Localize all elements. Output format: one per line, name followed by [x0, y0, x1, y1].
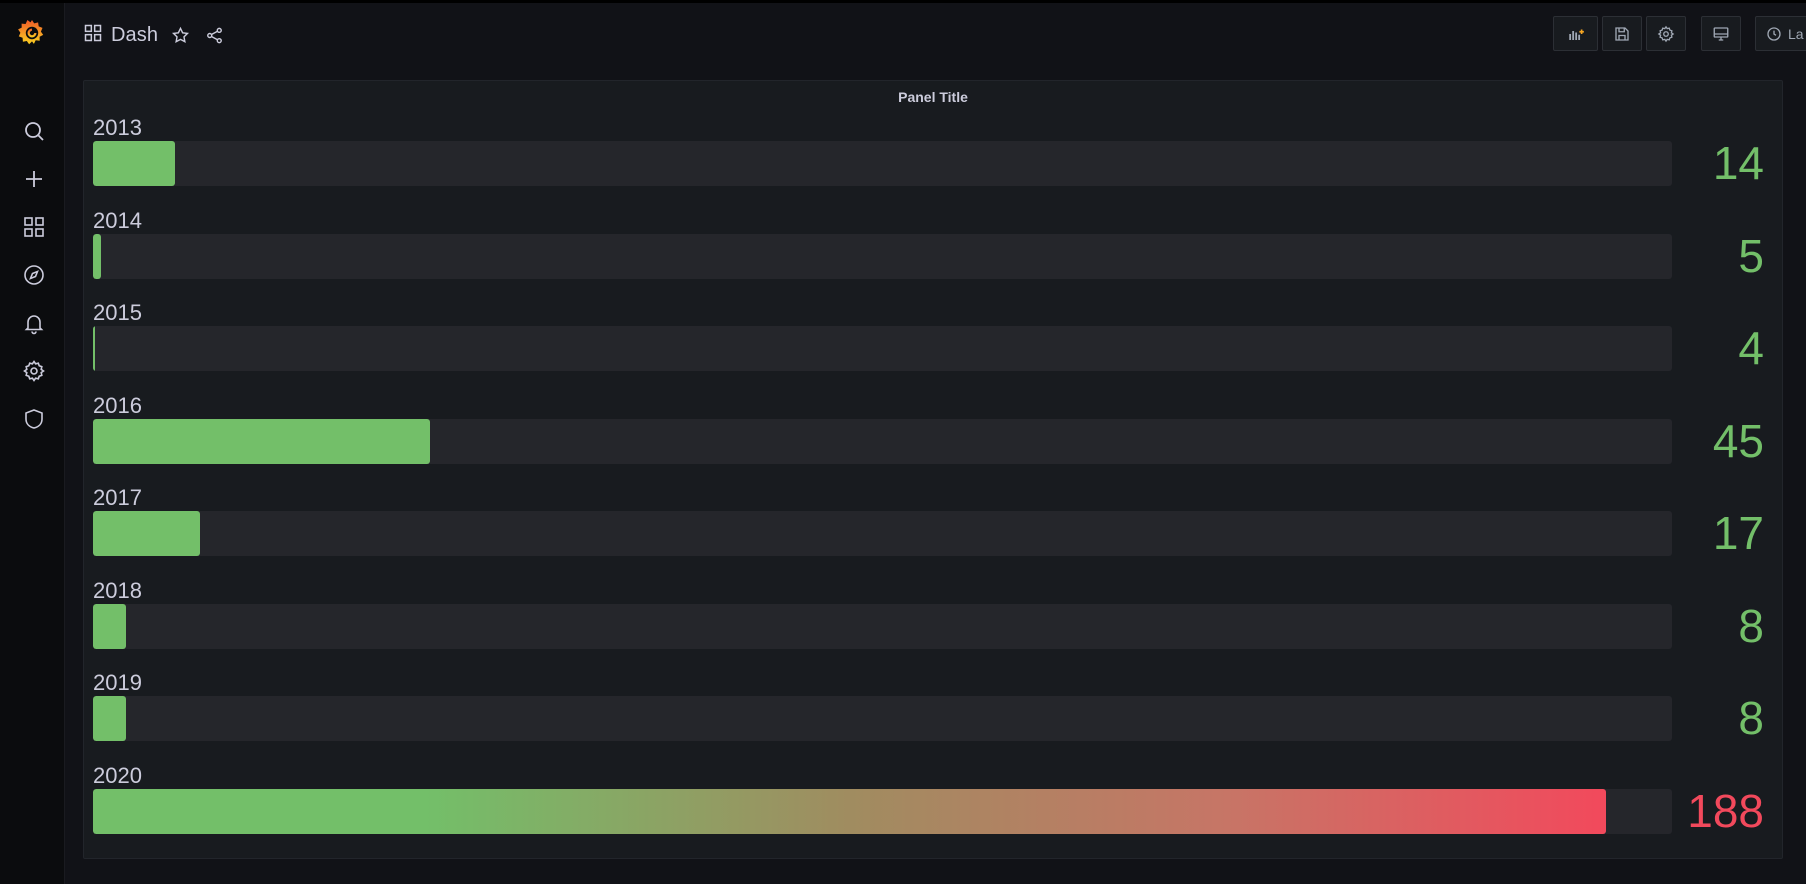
bar-fill — [93, 326, 95, 371]
bar-label: 2017 — [93, 485, 142, 510]
search-icon[interactable] — [12, 111, 56, 151]
bar-value: 4 — [1738, 322, 1764, 374]
save-dashboard-button[interactable] — [1602, 16, 1642, 51]
dashboard-title[interactable]: Dash — [111, 23, 159, 46]
add-panel-button[interactable] — [1553, 16, 1598, 51]
bar-fill — [93, 418, 431, 464]
bar-label: 2015 — [93, 300, 142, 325]
dashboard-grid-icon — [83, 23, 103, 48]
bar-gauge-row: 2016 45 — [84, 393, 1782, 485]
grafana-logo-icon[interactable] — [13, 15, 51, 53]
sidebar — [0, 3, 65, 884]
bar-label: 2016 — [93, 392, 142, 418]
bar-track — [93, 788, 1672, 834]
bar-value: 8 — [1738, 599, 1764, 652]
bar-track — [93, 511, 1672, 556]
bar-value: 5 — [1738, 229, 1764, 282]
bar-value: 17 — [1712, 507, 1764, 559]
configuration-gear-icon[interactable] — [12, 351, 56, 391]
bar-label: 2014 — [93, 207, 142, 233]
bar-value: 188 — [1687, 784, 1764, 837]
bar-gauge-panel: Panel Title 2013 14 2014 5 2015 4 2016 45 2017 17… — [83, 80, 1783, 859]
bar-value: 8 — [1738, 692, 1764, 744]
share-icon[interactable] — [201, 22, 227, 48]
bar-track — [93, 696, 1672, 741]
bar-fill — [93, 788, 1607, 834]
top-navbar: Dash La — [65, 3, 1806, 66]
bar-value: 14 — [1712, 137, 1764, 189]
bar-track — [93, 418, 1672, 464]
bar-gauge-row: 2015 4 — [84, 300, 1782, 392]
explore-compass-icon[interactable] — [12, 255, 56, 295]
bar-gauge-row: 2018 8 — [84, 578, 1782, 670]
breadcrumb: Dash — [83, 22, 158, 48]
bar-track — [93, 141, 1672, 186]
dashboards-icon[interactable] — [12, 207, 56, 247]
alerting-bell-icon[interactable] — [12, 303, 56, 343]
bar-fill — [93, 696, 126, 741]
star-icon[interactable] — [167, 22, 193, 48]
dashboard-settings-button[interactable] — [1646, 16, 1686, 51]
bar-label: 2018 — [93, 577, 142, 603]
bar-value: 45 — [1712, 414, 1764, 467]
bar-fill — [93, 603, 126, 649]
bar-gauge-row: 2019 8 — [84, 670, 1782, 762]
bar-fill — [93, 511, 200, 556]
bar-fill — [93, 141, 176, 186]
bar-gauge-row: 2017 17 — [84, 485, 1782, 577]
bar-label: 2019 — [93, 670, 142, 695]
bar-track — [93, 603, 1672, 649]
bar-label: 2013 — [93, 115, 142, 140]
bar-gauge-row: 2014 5 — [84, 208, 1782, 300]
bar-gauge-row: 2020 188 — [84, 763, 1782, 855]
time-picker-button[interactable]: La — [1755, 16, 1806, 51]
bar-label: 2020 — [93, 762, 142, 788]
bar-track — [93, 326, 1672, 371]
panel-title[interactable]: Panel Title — [898, 89, 968, 105]
time-picker-label: La — [1788, 25, 1804, 42]
clock-icon — [1767, 26, 1781, 41]
bar-gauge-row: 2013 14 — [84, 115, 1782, 207]
plus-icon[interactable] — [12, 159, 56, 199]
server-admin-shield-icon[interactable] — [12, 399, 56, 439]
bar-fill — [93, 233, 102, 279]
top-edge — [0, 0, 1806, 3]
bar-track — [93, 233, 1672, 279]
cycle-view-mode-button[interactable] — [1701, 16, 1741, 51]
